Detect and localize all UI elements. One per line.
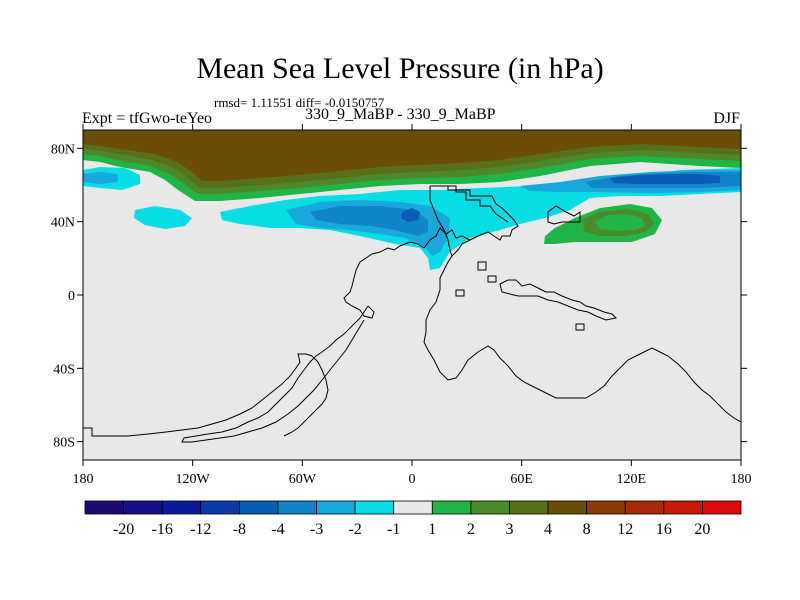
x-tick-label: 120E <box>617 472 647 487</box>
colorbar-swatch <box>84 500 124 515</box>
y-tick-label: 40N <box>51 216 75 231</box>
season-label: DJF <box>713 110 740 127</box>
coastline-island-chain <box>499 279 618 321</box>
colorbar-swatch <box>509 500 549 515</box>
colorbar-swatch <box>200 500 240 515</box>
colorbar-swatch <box>161 500 202 515</box>
y-tick-label: 0 <box>68 289 75 304</box>
contour-fill-level-neg1-westbelt <box>134 206 192 229</box>
x-tick-label: 0 <box>409 472 416 487</box>
colorbar-level-label: 12 <box>617 521 633 538</box>
x-tick-label: 120W <box>176 472 211 487</box>
colorbar-level-label: -4 <box>271 521 284 538</box>
x-tick-label: 60W <box>289 472 317 487</box>
colorbar-swatch <box>470 500 510 515</box>
colorbar-swatch <box>277 500 317 515</box>
coastline-americas <box>343 227 471 319</box>
contour-fill-level-neg4-atlantic <box>401 208 420 222</box>
colorbar-level-label: 4 <box>544 521 552 538</box>
contour-fill-level-neg4-asia <box>610 174 720 184</box>
contour-fill-level-2-east-inner <box>595 214 645 231</box>
colorbar-level-label: -12 <box>190 521 211 538</box>
coastline-islands-small <box>455 261 585 331</box>
x-tick-label: 180 <box>731 472 752 487</box>
colorbar-swatch <box>547 500 588 515</box>
colorbar-level-label: 1 <box>428 521 436 538</box>
colorbar-swatch <box>431 500 472 515</box>
x-tick-label: 60E <box>510 472 533 487</box>
y-tick-label: 80N <box>51 142 75 157</box>
contour-fill-level-neg2-west <box>83 172 118 184</box>
contour-fill-level-8 <box>83 130 741 181</box>
colorbar-swatch <box>663 500 703 515</box>
colorbar-swatch <box>586 500 626 515</box>
axes: 180 120W 60W 0 60E 120E 180 80N 40N 0 40S 80S <box>51 124 752 487</box>
colorbar-swatch <box>354 500 395 515</box>
contour-fill-level-neg3-atlantic <box>310 206 428 236</box>
coastlines <box>83 185 741 443</box>
colorbar: -20 -16 -12 -8 -4 -3 -2 -1 1 2 3 4 8 12 16 20 <box>84 500 742 538</box>
colorbar-level-label: -16 <box>152 521 173 538</box>
colorbar-level-label: -1 <box>387 521 400 538</box>
colorbar-level-label: -2 <box>348 521 361 538</box>
colorbar-level-label: 3 <box>505 521 513 538</box>
coastline-mediterranean <box>429 186 453 257</box>
colorbar-swatch <box>238 500 279 515</box>
colorbar-swatch <box>624 500 665 515</box>
x-tick-label: 180 <box>73 472 94 487</box>
map-field <box>83 130 741 460</box>
colorbar-level-label: 16 <box>656 521 672 538</box>
coastline-south-america <box>181 305 369 443</box>
coastline-asia-north <box>448 185 509 223</box>
colorbar-swatch <box>393 500 433 515</box>
rmsd-diff-annotation: rmsd= 1.11551 diff= -0.0150757 <box>214 95 385 110</box>
experiment-label: Expt = tfGwo-teYeo <box>82 110 213 127</box>
comparison-label: 330_9_MaBP - 330_9_MaBP <box>305 106 496 123</box>
colorbar-level-label: -20 <box>113 521 134 538</box>
colorbar-level-label: -8 <box>233 521 246 538</box>
coastline-south-africa-2 <box>283 355 329 437</box>
y-tick-label: 40S <box>53 362 75 377</box>
colorbar-level-label: -3 <box>310 521 323 538</box>
contour-fill-level-neg1-belt <box>220 168 741 270</box>
coastline-antarctica-edge <box>83 353 313 437</box>
colorbar-swatch <box>123 500 163 515</box>
colorbar-swatch <box>702 500 742 515</box>
colorbar-level-label: 2 <box>467 521 475 538</box>
chart-title: Mean Sea Level Pressure (in hPa) <box>196 52 604 85</box>
colorbar-level-label: 20 <box>694 521 710 538</box>
coastline-africa-asia <box>423 185 741 423</box>
coastline-peninsula <box>547 205 581 225</box>
colorbar-level-label: 8 <box>583 521 591 538</box>
y-tick-label: 80S <box>53 436 75 451</box>
colorbar-swatch <box>316 500 356 515</box>
